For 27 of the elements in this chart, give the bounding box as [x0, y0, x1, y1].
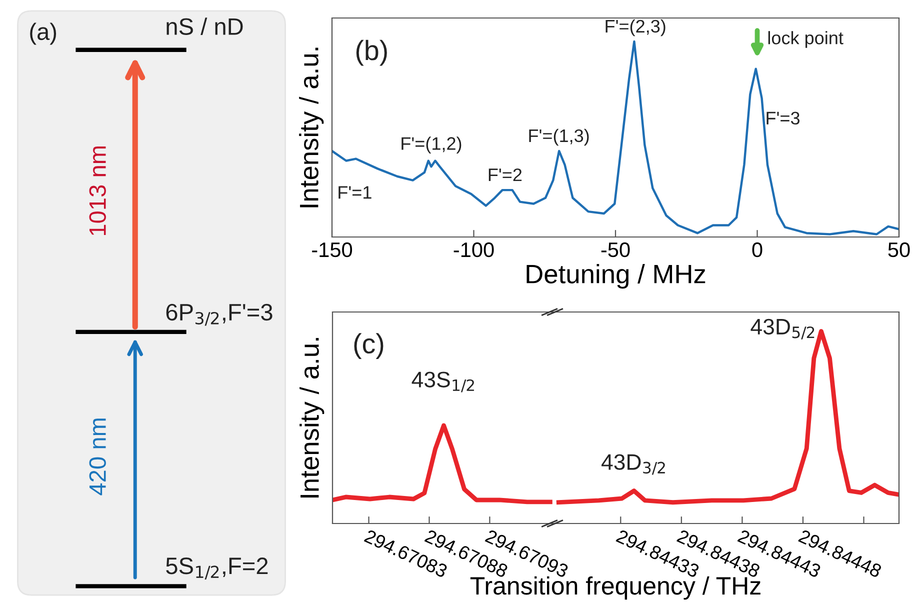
y-axis-title: Intensity / a.u.	[300, 338, 324, 498]
text: (c)	[354, 333, 384, 360]
annotation: F'=3	[766, 112, 800, 125]
annotation: 43D$_{3/2}$	[602, 454, 665, 475]
y-axis-title: Intensity / a.u.	[299, 48, 324, 208]
text: 43S$_{1/2}$	[412, 372, 474, 392]
annotation: F'=1	[338, 186, 372, 199]
x-tick-label: -150	[312, 242, 352, 258]
annotation: F'=(1,2)	[402, 136, 462, 154]
x-tick-label: -50	[601, 242, 630, 258]
text: nS / nD	[166, 18, 243, 35]
text: 6P$_{3/2}$,F'=3	[166, 304, 272, 326]
x-tick-label: 0	[752, 242, 762, 258]
x-axis-title: Detuning / MHz	[526, 264, 706, 289]
text: 5S$_{1/2}$,F=2	[166, 558, 268, 580]
text: 1013 nm	[89, 146, 106, 236]
x-axis-title: Transition frequency / THz	[470, 576, 760, 600]
annotation: (b)	[356, 40, 387, 66]
annotation: 43D$_{5/2}$	[750, 318, 814, 340]
annotation: F'=2	[488, 168, 522, 182]
x-tick-label: 50	[888, 242, 910, 258]
text: 420 nm	[89, 418, 106, 496]
text: F'=(2,3)	[606, 19, 666, 36]
text: (a)	[30, 22, 56, 45]
x-tick-label: -100	[454, 242, 494, 258]
annotation: F'=(1,3)	[529, 128, 589, 146]
annotation: lock point	[768, 31, 844, 48]
